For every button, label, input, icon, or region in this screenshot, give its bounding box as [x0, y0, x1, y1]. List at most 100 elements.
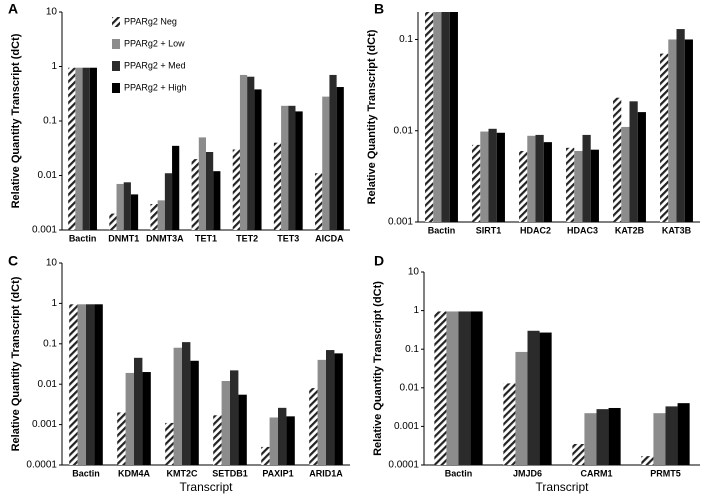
bar	[515, 351, 528, 465]
bar	[309, 388, 318, 465]
bar	[213, 415, 222, 465]
y-axis-label: Relative Quantity Transcript (dCt)	[366, 29, 378, 204]
panel-label: D	[374, 253, 384, 269]
bar	[503, 383, 516, 465]
bar	[629, 101, 638, 222]
bar	[677, 403, 690, 465]
bar	[665, 406, 678, 465]
legend-swatch	[112, 17, 120, 27]
x-tick-label: KAT3B	[662, 225, 692, 235]
y-tick-label: 1	[413, 305, 419, 316]
x-tick-label: Bactin	[428, 225, 456, 235]
y-tick-label: 0.001	[388, 217, 413, 228]
x-tick-label: HDAC3	[567, 225, 598, 235]
bar	[239, 74, 248, 230]
bar	[336, 87, 344, 230]
x-tick-label: SIRT1	[476, 225, 502, 235]
legend-label: PPARg2 + High	[124, 82, 187, 92]
bar	[68, 67, 76, 230]
bar	[572, 443, 585, 465]
bar	[273, 142, 282, 230]
bar	[191, 159, 199, 230]
bar	[130, 194, 139, 230]
bar	[472, 144, 481, 222]
bar	[496, 132, 505, 222]
bar	[190, 360, 199, 465]
bar	[326, 350, 335, 465]
bar	[334, 353, 343, 465]
bar	[198, 137, 206, 230]
bar	[238, 394, 247, 465]
bar	[446, 311, 459, 465]
bar	[480, 131, 489, 222]
bar	[142, 372, 151, 465]
bar	[172, 145, 180, 230]
y-axis-label: Relative Quantity Transcript (dCt)	[372, 281, 384, 456]
bar	[519, 150, 528, 222]
y-tick-label: 0.001	[32, 419, 57, 430]
y-tick-label: 10	[46, 258, 58, 269]
bars	[434, 311, 690, 465]
bar	[590, 149, 599, 222]
x-tick-label: KAT2B	[615, 225, 645, 235]
x-tick-label: AICDA	[315, 233, 344, 243]
panel-label: B	[374, 1, 384, 17]
x-tick-label: TET3	[277, 233, 299, 243]
bar	[125, 372, 134, 465]
bar	[676, 29, 685, 222]
bar	[134, 357, 143, 465]
y-tick-label: 0.1	[405, 344, 419, 355]
bar	[582, 134, 591, 222]
x-tick-label: KDM4A	[118, 468, 151, 478]
legend-swatch	[112, 83, 120, 93]
bar	[86, 304, 95, 465]
bar	[182, 342, 191, 465]
bar	[206, 151, 214, 230]
bar	[668, 39, 677, 222]
bar	[458, 311, 471, 465]
x-tick-label: PAXIP1	[262, 468, 293, 478]
bar	[165, 422, 174, 465]
bar	[157, 200, 165, 230]
bar	[116, 183, 124, 230]
x-tick-label: JMJD6	[513, 468, 542, 478]
x-tick-label: DNMT1	[108, 233, 139, 243]
y-tick-label: 1	[51, 61, 57, 72]
bar	[77, 304, 86, 465]
y-tick-label: 0.1	[399, 34, 413, 45]
bar	[527, 330, 540, 465]
bar	[117, 412, 126, 465]
y-tick-label: 0.1	[43, 338, 57, 349]
y-axis-label: Relative Quantity Transcript (dCt)	[10, 33, 22, 208]
bar	[637, 112, 646, 222]
bar	[684, 39, 693, 222]
legend-label: PPARg2 + Low	[124, 38, 185, 48]
bar	[150, 203, 158, 230]
x-tick-label: SETDB1	[212, 468, 248, 478]
y-tick-label: 0.01	[400, 382, 420, 393]
bar	[109, 213, 117, 230]
bar	[621, 126, 630, 222]
x-axis-label: Transcript	[536, 480, 590, 494]
bar	[221, 381, 230, 465]
y-tick-label: 0.0001	[388, 460, 419, 471]
bar	[596, 409, 609, 465]
bar	[329, 74, 337, 230]
bar	[232, 149, 240, 230]
bar	[288, 105, 296, 230]
bar	[213, 171, 221, 230]
x-tick-label: ARID1A	[309, 468, 343, 478]
bar	[123, 182, 131, 230]
x-tick-label: TET1	[195, 233, 217, 243]
bar	[89, 67, 97, 230]
bar	[608, 407, 621, 465]
bar	[527, 135, 536, 222]
x-tick-label: PRMT5	[650, 468, 681, 478]
bar	[247, 76, 255, 230]
bar	[470, 311, 483, 465]
bar	[281, 105, 289, 230]
bar	[441, 12, 450, 222]
bar	[574, 150, 583, 222]
x-tick-label: Bactin	[72, 468, 100, 478]
legend-swatch	[112, 39, 120, 49]
